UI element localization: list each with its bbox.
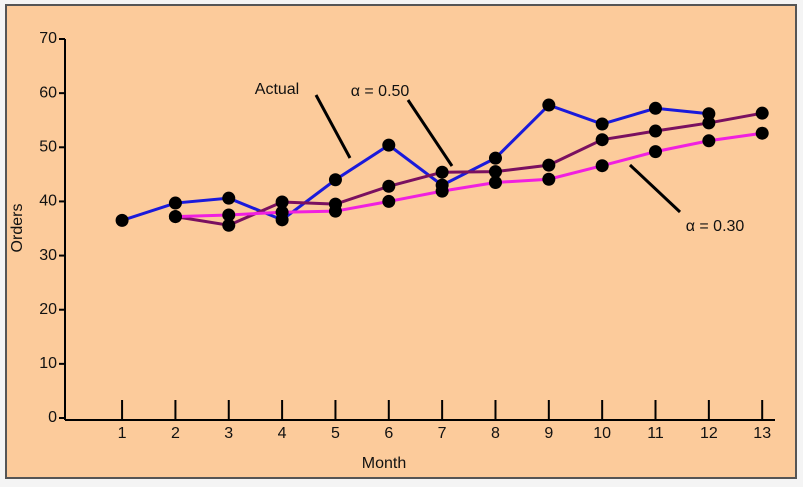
leader-line [628, 163, 682, 214]
x-tick-label: 8 [491, 425, 500, 442]
x-tick-label: 3 [224, 425, 233, 442]
data-point [435, 184, 449, 198]
y-tick-label: 50 [39, 139, 57, 156]
data-point [222, 208, 236, 222]
data-point [595, 133, 609, 147]
x-tick-label: 6 [384, 425, 393, 442]
data-point [488, 165, 502, 179]
data-point [382, 194, 396, 208]
data-point [222, 191, 236, 205]
data-point [595, 117, 609, 131]
x-tick-label: 1 [118, 425, 127, 442]
y-tick-label: 70 [39, 30, 57, 47]
series-line [121, 103, 710, 222]
leader-line [406, 99, 454, 167]
data-point [542, 158, 556, 172]
data-point [702, 116, 716, 130]
x-tick-label: 13 [753, 425, 771, 442]
y-tick-label: 10 [39, 355, 57, 372]
data-point [435, 165, 449, 179]
leader-line [314, 94, 352, 159]
data-point [649, 124, 663, 138]
data-point [488, 175, 502, 189]
annotation: Actual [255, 81, 299, 98]
data-point [542, 98, 556, 112]
y-tick-label: 0 [48, 409, 57, 426]
data-point [328, 173, 342, 187]
data-point [275, 195, 289, 209]
x-tick-label: 10 [593, 425, 611, 442]
data-point [702, 134, 716, 148]
plot-frame [5, 4, 797, 479]
data-point [168, 196, 182, 210]
data-point [755, 126, 769, 140]
data-point [649, 101, 663, 115]
data-point [168, 210, 182, 224]
x-tick-label: 2 [171, 425, 180, 442]
y-tick-label: 40 [39, 193, 57, 210]
data-point [542, 172, 556, 186]
y-axis-title: Orders [9, 204, 26, 253]
y-tick-label: 30 [39, 247, 57, 264]
annotation: α = 0.30 [686, 218, 745, 235]
data-point [222, 218, 236, 232]
x-tick-label: 12 [700, 425, 718, 442]
data-point [382, 138, 396, 152]
y-tick-label: 60 [39, 84, 57, 101]
data-point [595, 159, 609, 173]
y-tick-label: 20 [39, 301, 57, 318]
data-point [275, 205, 289, 219]
data-point [488, 151, 502, 165]
series-line [175, 111, 763, 227]
x-axis-title: Month [362, 455, 406, 472]
data-point [328, 204, 342, 218]
x-tick-label: 7 [438, 425, 447, 442]
annotation: α = 0.50 [351, 83, 410, 100]
x-tick-label: 4 [278, 425, 287, 442]
series-line [175, 131, 763, 219]
data-point [382, 179, 396, 193]
data-point [649, 145, 663, 159]
x-tick-label: 11 [647, 425, 664, 442]
data-point [755, 106, 769, 120]
x-tick-label: 5 [331, 425, 340, 442]
x-tick-label: 9 [544, 425, 553, 442]
data-point [115, 213, 129, 227]
data-point [702, 107, 716, 121]
